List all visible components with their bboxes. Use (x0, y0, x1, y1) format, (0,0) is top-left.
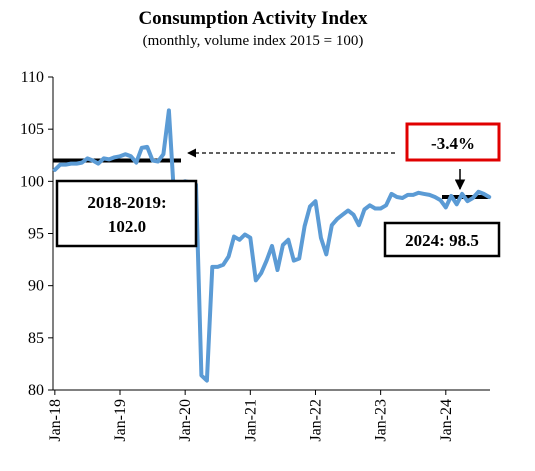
chart-subtitle: (monthly, volume index 2015 = 100) (143, 33, 364, 49)
annotation-box-2018-2019-line1: 2018-2019: (87, 193, 166, 212)
x-tick-label: Jan-19 (112, 399, 129, 442)
series-layer (52, 108, 492, 383)
x-tick-label: Jan-22 (307, 399, 324, 442)
x-tick-label: Jan-24 (438, 399, 455, 442)
y-tick-label: 105 (20, 121, 44, 138)
x-tick-label: Jan-20 (177, 399, 194, 442)
annotation-box-2024 (383, 221, 501, 258)
change-label: -3.4% (431, 134, 475, 153)
annotation-box-2018-2019-line2: 102.0 (108, 217, 146, 236)
y-tick-label: 85 (28, 330, 44, 347)
y-tick-label: 80 (28, 382, 44, 399)
change-box (405, 122, 501, 162)
y-axis: 80 85 90 95 100 105 110 (20, 69, 54, 399)
x-tick-label: Jan-21 (242, 399, 259, 442)
y-tick-label: 110 (21, 69, 44, 86)
y-tick-label: 90 (28, 278, 44, 295)
x-axis: Jan-18 Jan-19 Jan-20 Jan-21 Jan-22 Jan-23 Jan-… (47, 389, 490, 442)
series-line (52, 108, 492, 383)
x-tick-label: Jan-18 (47, 399, 64, 442)
y-tick-label: 100 (20, 173, 44, 190)
x-tick-label: Jan-23 (373, 399, 390, 442)
y-tick-label: 95 (28, 226, 44, 243)
annotation-box-2018-2019 (55, 179, 198, 248)
annotation-box-2024-label: 2024: 98.5 (405, 231, 479, 250)
chart-title: Consumption Activity Index (138, 8, 368, 29)
